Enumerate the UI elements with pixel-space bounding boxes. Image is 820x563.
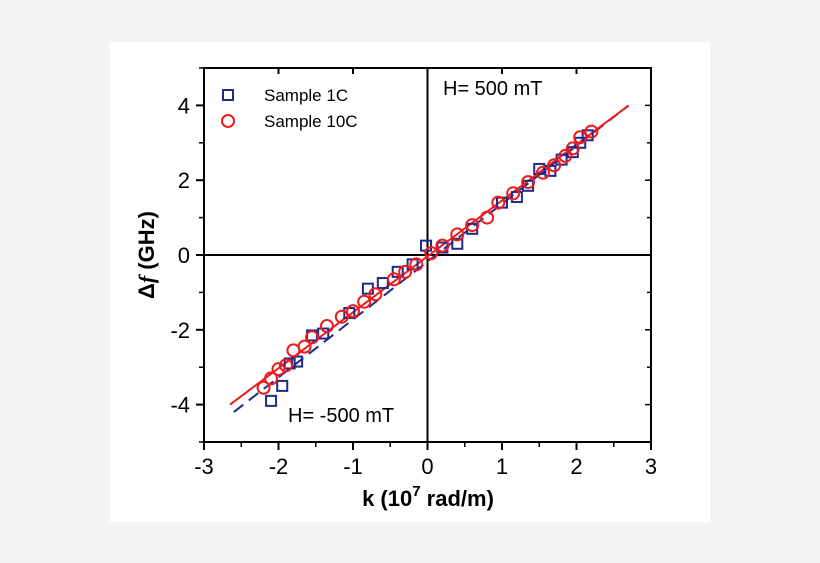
data-point-sample-1c [317, 327, 330, 340]
labels-group: H= 500 mT H= -500 mT k (107 rad/m) Δf (GHz) [134, 78, 542, 511]
x-tick-label: 1 [496, 454, 508, 479]
annotation-positive-field: H= 500 mT [443, 78, 542, 100]
data-point-sample-1c [265, 394, 278, 407]
data-point-sample-1c [391, 265, 404, 278]
data-point-sample-10c [584, 124, 599, 139]
data-point-sample-10c [305, 330, 320, 345]
data-point-sample-10c [547, 158, 562, 173]
data-point-sample-10c [535, 165, 550, 180]
ticks-group: -3 -2 -1 0 1 2 3 -4 -2 0 2 4 [170, 67, 657, 479]
chart-panel: -3 -2 -1 0 1 2 3 -4 -2 0 2 4 Sample 1C Sample 10C H=… [110, 42, 710, 522]
data-point-sample-1c [533, 162, 546, 175]
x-tick-label: -1 [343, 454, 363, 479]
y-tick-label: -4 [170, 393, 190, 418]
legend-marker-sample-10c [221, 114, 235, 128]
data-point-sample-10c [521, 175, 536, 190]
x-axis-title: k (107 rad/m) [362, 483, 494, 511]
zero-lines-group [204, 68, 651, 442]
data-point-sample-10c [271, 362, 286, 377]
points-group [256, 124, 599, 407]
x-tick-label: 2 [570, 454, 582, 479]
data-point-sample-1c [276, 379, 289, 392]
legend-marker-sample-1c [222, 89, 234, 101]
data-point-sample-1c [343, 306, 356, 319]
data-point-sample-10c [424, 246, 439, 261]
data-point-sample-1c [283, 357, 296, 370]
data-point-sample-10c [256, 380, 271, 395]
data-point-sample-1c [376, 277, 389, 290]
y-axis-title: Δf (GHz) [134, 211, 159, 299]
y-tick-label: 4 [178, 93, 190, 118]
data-point-sample-10c [465, 218, 480, 233]
data-point-sample-10c [297, 339, 312, 354]
data-point-sample-10c [334, 309, 349, 324]
x-tick-label: -3 [194, 454, 214, 479]
data-point-sample-10c [357, 294, 372, 309]
data-point-sample-1c [451, 237, 464, 250]
data-point-sample-10c [573, 130, 588, 145]
x-tick-label: -2 [269, 454, 289, 479]
x-tick-label: 3 [645, 454, 657, 479]
legend-label-sample-1c: Sample 1C [264, 86, 348, 105]
data-point-sample-10c [398, 264, 413, 279]
data-point-sample-10c [264, 371, 279, 386]
scatter-chart: -3 -2 -1 0 1 2 3 -4 -2 0 2 4 Sample 1C Sample 10C H=… [134, 67, 657, 511]
data-point-sample-1c [291, 355, 304, 368]
data-point-sample-10c [450, 227, 465, 242]
data-point-sample-10c [565, 141, 580, 156]
legend-label-sample-10c: Sample 10C [264, 112, 358, 131]
y-tick-label: 2 [178, 168, 190, 193]
data-point-sample-10c [480, 210, 495, 225]
data-point-sample-10c [386, 272, 401, 287]
legend: Sample 1C Sample 10C [221, 86, 358, 131]
data-point-sample-10c [409, 257, 424, 272]
data-point-sample-10c [368, 287, 383, 302]
data-point-sample-10c [278, 358, 293, 373]
y-tick-label: 0 [178, 243, 190, 268]
annotation-negative-field: H= -500 mT [288, 405, 394, 427]
data-point-sample-1c [510, 191, 523, 204]
data-point-sample-10c [346, 304, 360, 319]
data-point-sample-10c [491, 195, 506, 210]
data-point-sample-10c [558, 148, 573, 163]
y-tick-label: -2 [170, 318, 190, 343]
data-point-sample-1c [581, 129, 594, 142]
data-point-sample-10c [506, 186, 521, 201]
x-tick-label: 0 [421, 454, 433, 479]
data-point-sample-10c [435, 238, 450, 253]
data-point-sample-10c [319, 319, 334, 334]
